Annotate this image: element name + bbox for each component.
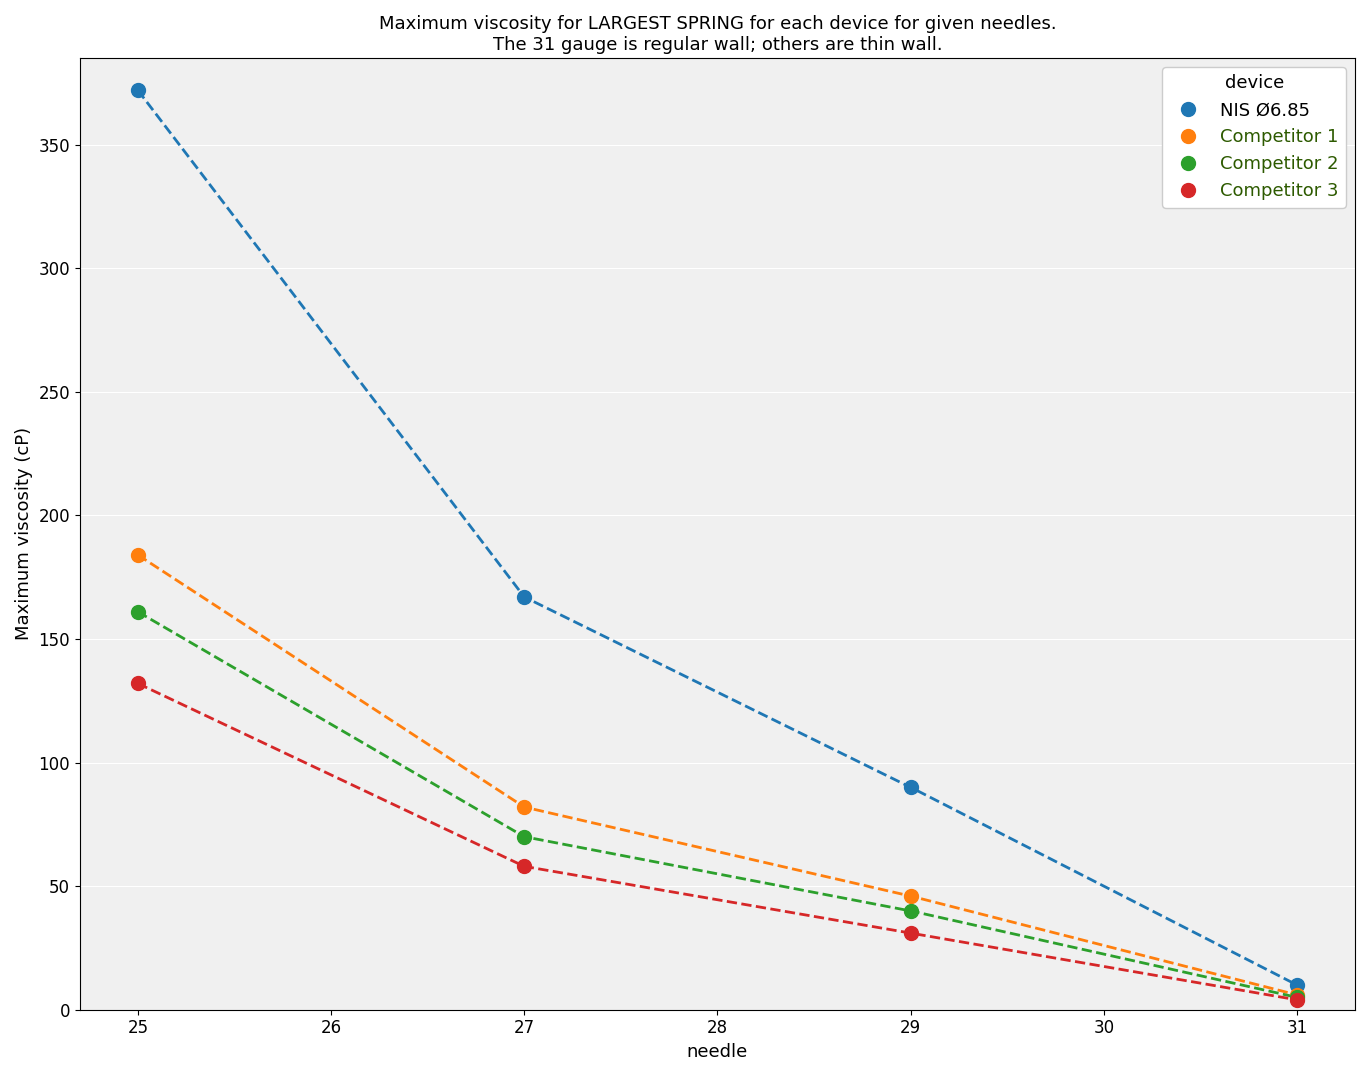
Y-axis label: Maximum viscosity (cP): Maximum viscosity (cP) [15,427,33,640]
Competitor 2 [130,606,147,619]
Competitor 1 [516,801,533,813]
Competitor 1 [1289,989,1306,1002]
Competitor 1 [130,549,147,562]
Competitor 2 [516,831,533,844]
Competitor 2 [1289,991,1306,1004]
Line: Competitor 3: Competitor 3 [132,677,1304,1007]
Competitor 2 [903,905,919,918]
NIS Ø6.85 [903,781,919,794]
Competitor 3 [1289,993,1306,1006]
NIS Ø6.85 [1289,978,1306,991]
Line: NIS Ø6.85: NIS Ø6.85 [132,83,1304,992]
Competitor 3 [130,677,147,690]
Title: Maximum viscosity for LARGEST SPRING for each device for given needles.
The 31 g: Maximum viscosity for LARGEST SPRING for… [378,15,1056,54]
Line: Competitor 2: Competitor 2 [132,605,1304,1004]
NIS Ø6.85 [130,84,147,97]
Competitor 3 [516,860,533,873]
X-axis label: needle: needle [686,1043,748,1061]
Line: Competitor 1: Competitor 1 [132,548,1304,1002]
Competitor 1 [903,890,919,903]
NIS Ø6.85 [516,591,533,604]
Competitor 3 [903,926,919,939]
Legend: NIS Ø6.85, Competitor 1, Competitor 2, Competitor 3: NIS Ø6.85, Competitor 1, Competitor 2, C… [1163,67,1345,208]
